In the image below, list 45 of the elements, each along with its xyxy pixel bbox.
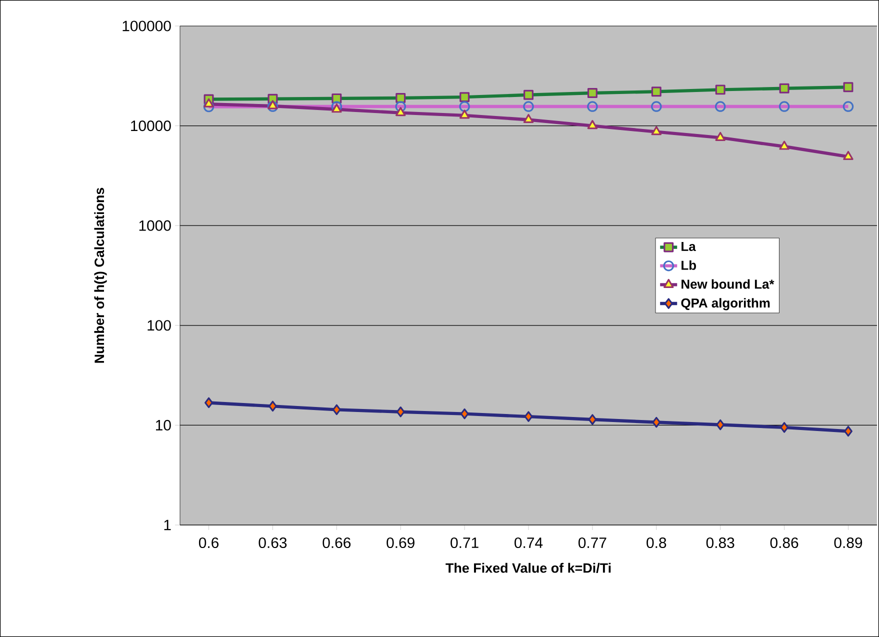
point	[524, 411, 533, 422]
x-tick-label: 0.66	[322, 537, 351, 548]
point	[396, 406, 405, 418]
point	[396, 107, 406, 116]
x-tick-label: 0.89	[834, 537, 862, 548]
x-tick-label: 0.83	[706, 537, 734, 548]
legend-label: La	[682, 242, 696, 252]
y-tick-label: 10000	[131, 120, 171, 132]
point	[460, 408, 469, 420]
x-tick-label: 0.69	[386, 537, 414, 548]
y-tick-label: 100	[148, 320, 171, 331]
point	[588, 414, 597, 425]
point	[843, 150, 854, 160]
point	[268, 400, 277, 412]
legend-label: Lb	[682, 260, 696, 270]
point	[459, 110, 470, 119]
point	[844, 426, 852, 437]
legend-label: QPA algorithm	[681, 298, 770, 310]
y-tick-label: 10	[156, 420, 171, 430]
x-tick-label: 0.8	[646, 537, 666, 548]
y-tick-label: 1	[164, 520, 171, 530]
point	[204, 397, 214, 408]
point	[332, 404, 341, 416]
x-tick-label: 0.77	[578, 537, 606, 548]
point	[779, 140, 790, 150]
point	[716, 419, 725, 430]
point	[715, 132, 726, 141]
x-tick-label: 0.86	[770, 537, 798, 548]
point	[204, 98, 214, 108]
x-tick-label: 0.74	[514, 537, 543, 548]
x-axis-title: The Fixed Value of k=Di/Ti	[446, 562, 611, 573]
x-tick-label: 0.6	[198, 537, 219, 548]
x-tick-label: 0.71	[450, 537, 478, 548]
x-tick-label: 0.63	[258, 537, 287, 548]
y-tick-label: 100000	[122, 20, 171, 32]
legend-label: New bound La*	[682, 279, 774, 289]
point	[651, 126, 662, 136]
point	[523, 114, 534, 124]
point	[268, 100, 278, 110]
point	[332, 104, 342, 113]
point	[652, 416, 661, 428]
point	[780, 422, 789, 433]
y-tick-label: 1000	[139, 220, 171, 231]
point	[587, 120, 598, 130]
y-axis-title: Number of h(t) Calculations	[94, 188, 107, 363]
